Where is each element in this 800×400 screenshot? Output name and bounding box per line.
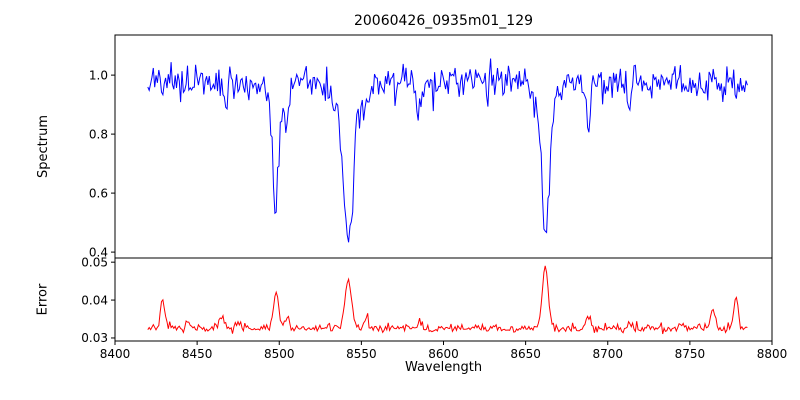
- error-y-tick-label: 0.05: [81, 255, 108, 269]
- x-tick-label: 8800: [757, 347, 788, 361]
- spectrum-y-tick-label: 0.6: [89, 186, 108, 200]
- x-tick-label: 8700: [592, 347, 623, 361]
- spectrum-y-tick-label: 1.0: [89, 68, 108, 82]
- spectrum-panel-frame: [114, 34, 773, 259]
- error-y-tick-label: 0.04: [81, 293, 108, 307]
- spectrum-line: [147, 58, 748, 243]
- x-tick-label: 8500: [264, 347, 295, 361]
- x-axis-label: Wavelength: [404, 360, 483, 375]
- spectrum-y-tick-label: 0.4: [89, 245, 108, 259]
- x-tick-label: 8400: [100, 347, 131, 361]
- x-tick-label: 8750: [675, 347, 706, 361]
- chart-title: 20060426_0935m01_129: [353, 13, 534, 29]
- x-tick-label: 8600: [428, 347, 459, 361]
- error-line: [147, 265, 748, 335]
- x-tick-label: 8650: [510, 347, 541, 361]
- x-tick-label: 8550: [346, 347, 377, 361]
- error-y-tick-label: 0.03: [81, 331, 108, 345]
- spectrum-y-tick-label: 0.8: [89, 127, 108, 141]
- x-tick-label: 8450: [182, 347, 213, 361]
